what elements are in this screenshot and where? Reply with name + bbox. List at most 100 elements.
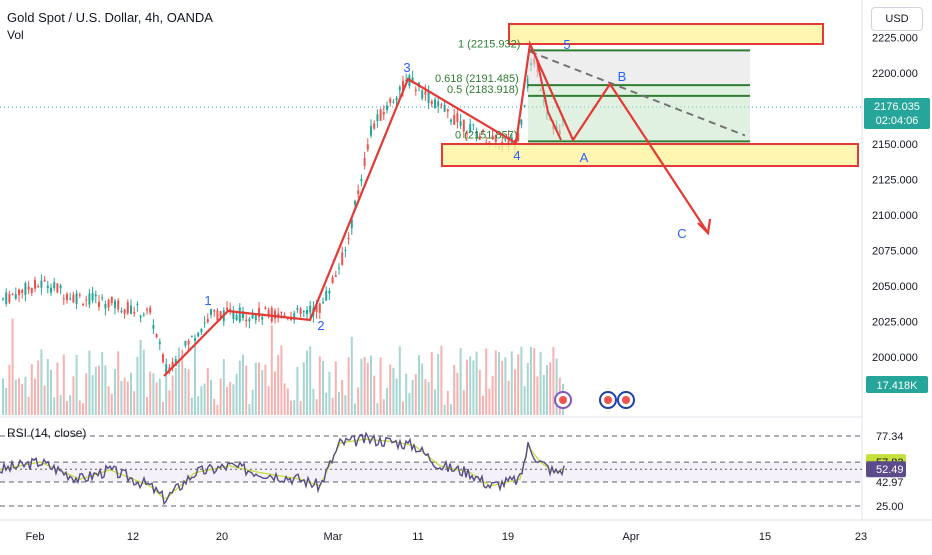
volume-bar (440, 345, 443, 415)
candle-body (526, 78, 529, 89)
volume-bar (2, 378, 4, 415)
candle-body (206, 318, 209, 322)
candle-body (136, 304, 139, 306)
volume-bar (306, 350, 308, 415)
candle-body (405, 80, 408, 82)
volume-bar (37, 360, 40, 415)
volume-bar (299, 401, 302, 415)
candle-body (254, 314, 257, 321)
volume-bar (302, 362, 305, 415)
candle-body (379, 109, 382, 121)
price-tick-label: 2225.000 (872, 33, 918, 45)
volume-value: 17.418K (877, 380, 919, 392)
volume-bar (322, 361, 324, 415)
candle-body (155, 334, 158, 338)
volume-bar (136, 356, 139, 415)
candle-body (146, 309, 148, 311)
volume-bar (315, 399, 318, 415)
volume-bar (354, 403, 356, 415)
volume-bar (94, 366, 97, 415)
candle-body (194, 338, 196, 341)
volume-bar (363, 357, 366, 415)
candle-body (414, 89, 417, 92)
volume-bar (30, 364, 33, 415)
candle-body (200, 328, 203, 333)
volume-bar (424, 379, 427, 415)
candle-body (517, 133, 520, 141)
fib-level-label: 0.5 (2183.918) (447, 84, 519, 96)
candle-body (331, 277, 334, 284)
candle-body (363, 157, 366, 166)
volume-bar (258, 362, 260, 415)
volume-bar (190, 397, 193, 415)
candle-body (152, 325, 155, 329)
volume-bar (8, 364, 11, 415)
candle-body (104, 303, 107, 309)
volume-bar (139, 339, 142, 415)
last-price-value: 2176.035 (874, 101, 920, 113)
event-icon-dot (622, 396, 630, 404)
candle-body (392, 101, 395, 103)
volume-bar (210, 379, 212, 415)
candle-body (53, 282, 56, 288)
candle-body (347, 237, 350, 240)
candle-body (78, 294, 81, 296)
candle-body (56, 283, 59, 293)
price-tick-label: 2000.000 (872, 352, 918, 364)
volume-bar (386, 388, 388, 415)
volume-bar (446, 390, 449, 415)
candle-body (453, 115, 456, 125)
volume-bar (242, 354, 244, 415)
volume-bar (5, 387, 8, 415)
volume-bar (101, 352, 104, 415)
volume-bar (418, 355, 420, 415)
currency-selector[interactable]: USD (871, 7, 923, 31)
candle-body (2, 298, 4, 300)
candle-body (30, 287, 33, 294)
volume-bar (318, 356, 321, 415)
candle-body (507, 136, 510, 147)
trend-projection (529, 50, 746, 137)
volume-bar (510, 351, 513, 415)
candle-body (235, 315, 238, 321)
fib-level-label: 0.618 (2191.485) (435, 73, 519, 85)
candle-body (5, 292, 8, 304)
rsi-tick-label: 77.34 (876, 431, 904, 443)
candle-body (238, 307, 241, 322)
candle-body (283, 314, 286, 316)
volume-bar (530, 346, 532, 415)
volume-bar (347, 357, 350, 415)
volume-bar (245, 365, 248, 415)
candle-body (264, 307, 267, 309)
wave-label: A (580, 150, 589, 165)
volume-bar (194, 343, 196, 415)
volume-bar (478, 370, 481, 415)
rsi-tick-label: 25.00 (876, 501, 904, 513)
volume-bar (542, 375, 545, 415)
volume-bar (546, 365, 548, 415)
candle-body (107, 300, 110, 308)
candle-body (437, 101, 440, 107)
candle-body (434, 99, 436, 109)
candle-body (482, 129, 484, 132)
price-tick-label: 2125.000 (872, 175, 918, 187)
volume-bar (146, 397, 148, 415)
chart-title: Gold Spot / U.S. Dollar, 4h, OANDA (7, 10, 213, 25)
candle-body (459, 121, 462, 126)
rsi-title: RSI (14, close) (7, 426, 87, 440)
candle-body (75, 293, 78, 304)
candle-body (27, 286, 30, 290)
candle-body (523, 105, 526, 107)
candle-body (325, 290, 328, 301)
candle-body (491, 135, 494, 140)
volume-bar (357, 387, 360, 415)
volume-bar (213, 398, 216, 415)
candle-body (360, 179, 363, 182)
candle-body (190, 335, 193, 337)
volume-bar (229, 381, 232, 415)
candle-body (469, 123, 472, 132)
volume-bar (24, 376, 27, 415)
fib-band-lower (528, 85, 750, 142)
